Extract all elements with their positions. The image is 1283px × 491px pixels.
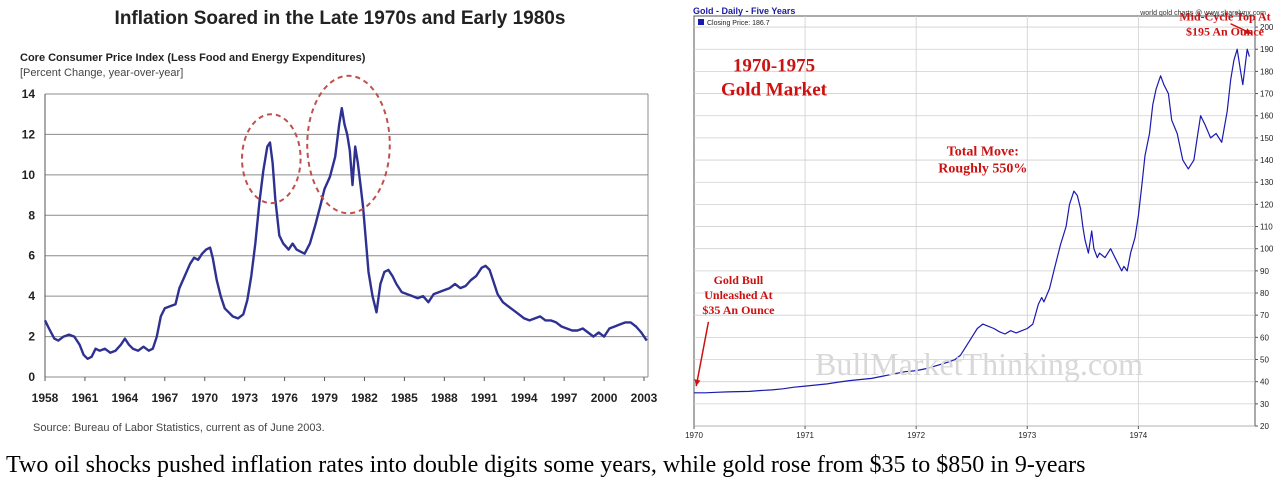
y-tick-label: 90: [1260, 267, 1269, 276]
y-tick-label: 50: [1260, 356, 1269, 365]
gold-chart-credit: world gold charts @ www.sharelynx.com: [1139, 10, 1266, 17]
gold-chart-title: Gold - Daily - Five Years: [693, 6, 795, 16]
y-tick-label: 0: [28, 370, 35, 384]
y-tick-label: 70: [1260, 311, 1269, 320]
gold-chart-legend: Closing Price: 186.7: [707, 20, 770, 27]
watermark: BullMarketThinking.com: [815, 346, 1143, 382]
annotation-text: Gold Market: [721, 79, 828, 100]
gold-annotations: 1970-1975 Gold Market Total Move: Roughly 5…: [694, 9, 1271, 387]
annotation-text: $195 An Ounce: [1186, 24, 1265, 38]
legend-swatch: [698, 19, 704, 25]
y-tick-label: 4: [28, 289, 35, 303]
caption: Two oil shocks pushed inflation rates in…: [6, 452, 1086, 478]
x-tick-label: 2003: [631, 391, 658, 405]
x-tick-label: 1997: [551, 391, 578, 405]
y-tick-label: 110: [1260, 223, 1273, 232]
x-tick-label: 1982: [351, 391, 378, 405]
inflation-chart: Inflation Soared in the Late 1970s and E…: [20, 8, 658, 434]
y-tick-label: 60: [1260, 333, 1269, 342]
y-tick-label: 120: [1260, 200, 1274, 209]
y-tick-label: 14: [22, 87, 36, 101]
inflation-series-line: [43, 106, 648, 360]
y-tick-label: 20: [1260, 422, 1269, 431]
x-tick-label: 1958: [32, 391, 59, 405]
y-tick-label: 100: [1260, 245, 1274, 254]
x-tick-label: 1961: [72, 391, 99, 405]
y-tick-label: 12: [22, 127, 36, 141]
x-tick-label: 1988: [431, 391, 458, 405]
annotation-text: Total Move:: [947, 145, 1019, 160]
y-tick-label: 80: [1260, 289, 1269, 298]
x-tick-label: 1991: [471, 391, 498, 405]
x-tick-label: 1972: [907, 431, 925, 440]
annotation-text: Roughly 550%: [938, 162, 1027, 177]
y-tick-label: 180: [1260, 67, 1274, 76]
annotation-text: $35 An Ounce: [702, 303, 775, 317]
y-tick-label: 200: [1260, 23, 1274, 32]
x-tick-label: 1985: [391, 391, 418, 405]
y-tick-label: 8: [28, 208, 35, 222]
y-tick-label: 190: [1260, 45, 1274, 54]
y-tick-label: 2: [28, 330, 35, 344]
y-tick-label: 6: [28, 249, 35, 263]
annotation-text: Unleashed At: [704, 288, 772, 302]
y-tick-label: 10: [22, 168, 36, 182]
annotation-arrow: [695, 321, 710, 387]
gold-chart-frame: [693, 15, 1256, 427]
left-chart-ylabel: [Percent Change, year-over-year]: [20, 67, 183, 79]
x-tick-label: 1974: [1129, 431, 1147, 440]
annotation-text: Gold Bull: [714, 273, 764, 287]
x-tick-label: 1994: [511, 391, 538, 405]
x-tick-label: 1970: [685, 431, 703, 440]
y-tick-label: 130: [1260, 178, 1274, 187]
y-tick-label: 150: [1260, 134, 1274, 143]
annotation-text: Mid-Cycle Top At: [1179, 9, 1270, 23]
y-tick-label: 40: [1260, 378, 1269, 387]
right-plot-area: 20 30 40 50 60 70 80 90 100 110 120 130 140 150 160 170…: [685, 16, 1274, 440]
x-tick-label: 1971: [796, 431, 814, 440]
y-tick-label: 160: [1260, 112, 1274, 121]
highlight-circle: [241, 113, 302, 205]
x-tick-label: 1967: [151, 391, 178, 405]
x-tick-label: 1964: [112, 391, 139, 405]
left-plot-area: 0 2 4 6 8 10 12 14 1958 1961 1964 1967 1970 1973 1976 1…: [22, 74, 658, 405]
arrow-head: [1244, 28, 1252, 34]
annotation-text: 1970-1975: [733, 55, 815, 76]
x-tick-label: 1973: [231, 391, 258, 405]
y-tick-label: 30: [1260, 400, 1269, 409]
x-tick-label: 2000: [591, 391, 618, 405]
highlight-circle: [306, 74, 391, 215]
x-tick-label: 1976: [271, 391, 298, 405]
gold-price-chart: Gold - Daily - Five Years world gold cha…: [685, 6, 1274, 440]
left-chart-subtitle: Core Consumer Price Index (Less Food and…: [20, 52, 366, 64]
y-tick-label: 140: [1260, 156, 1274, 165]
x-tick-label: 1979: [311, 391, 338, 405]
arrow-head: [694, 379, 701, 387]
left-chart-title: Inflation Soared in the Late 1970s and E…: [115, 8, 566, 29]
x-tick-label: 1970: [191, 391, 218, 405]
gold-price-line: [694, 48, 1250, 394]
y-tick-label: 170: [1260, 90, 1274, 99]
x-tick-label: 1973: [1018, 431, 1036, 440]
left-chart-source: Source: Bureau of Labor Statistics, curr…: [33, 422, 325, 434]
